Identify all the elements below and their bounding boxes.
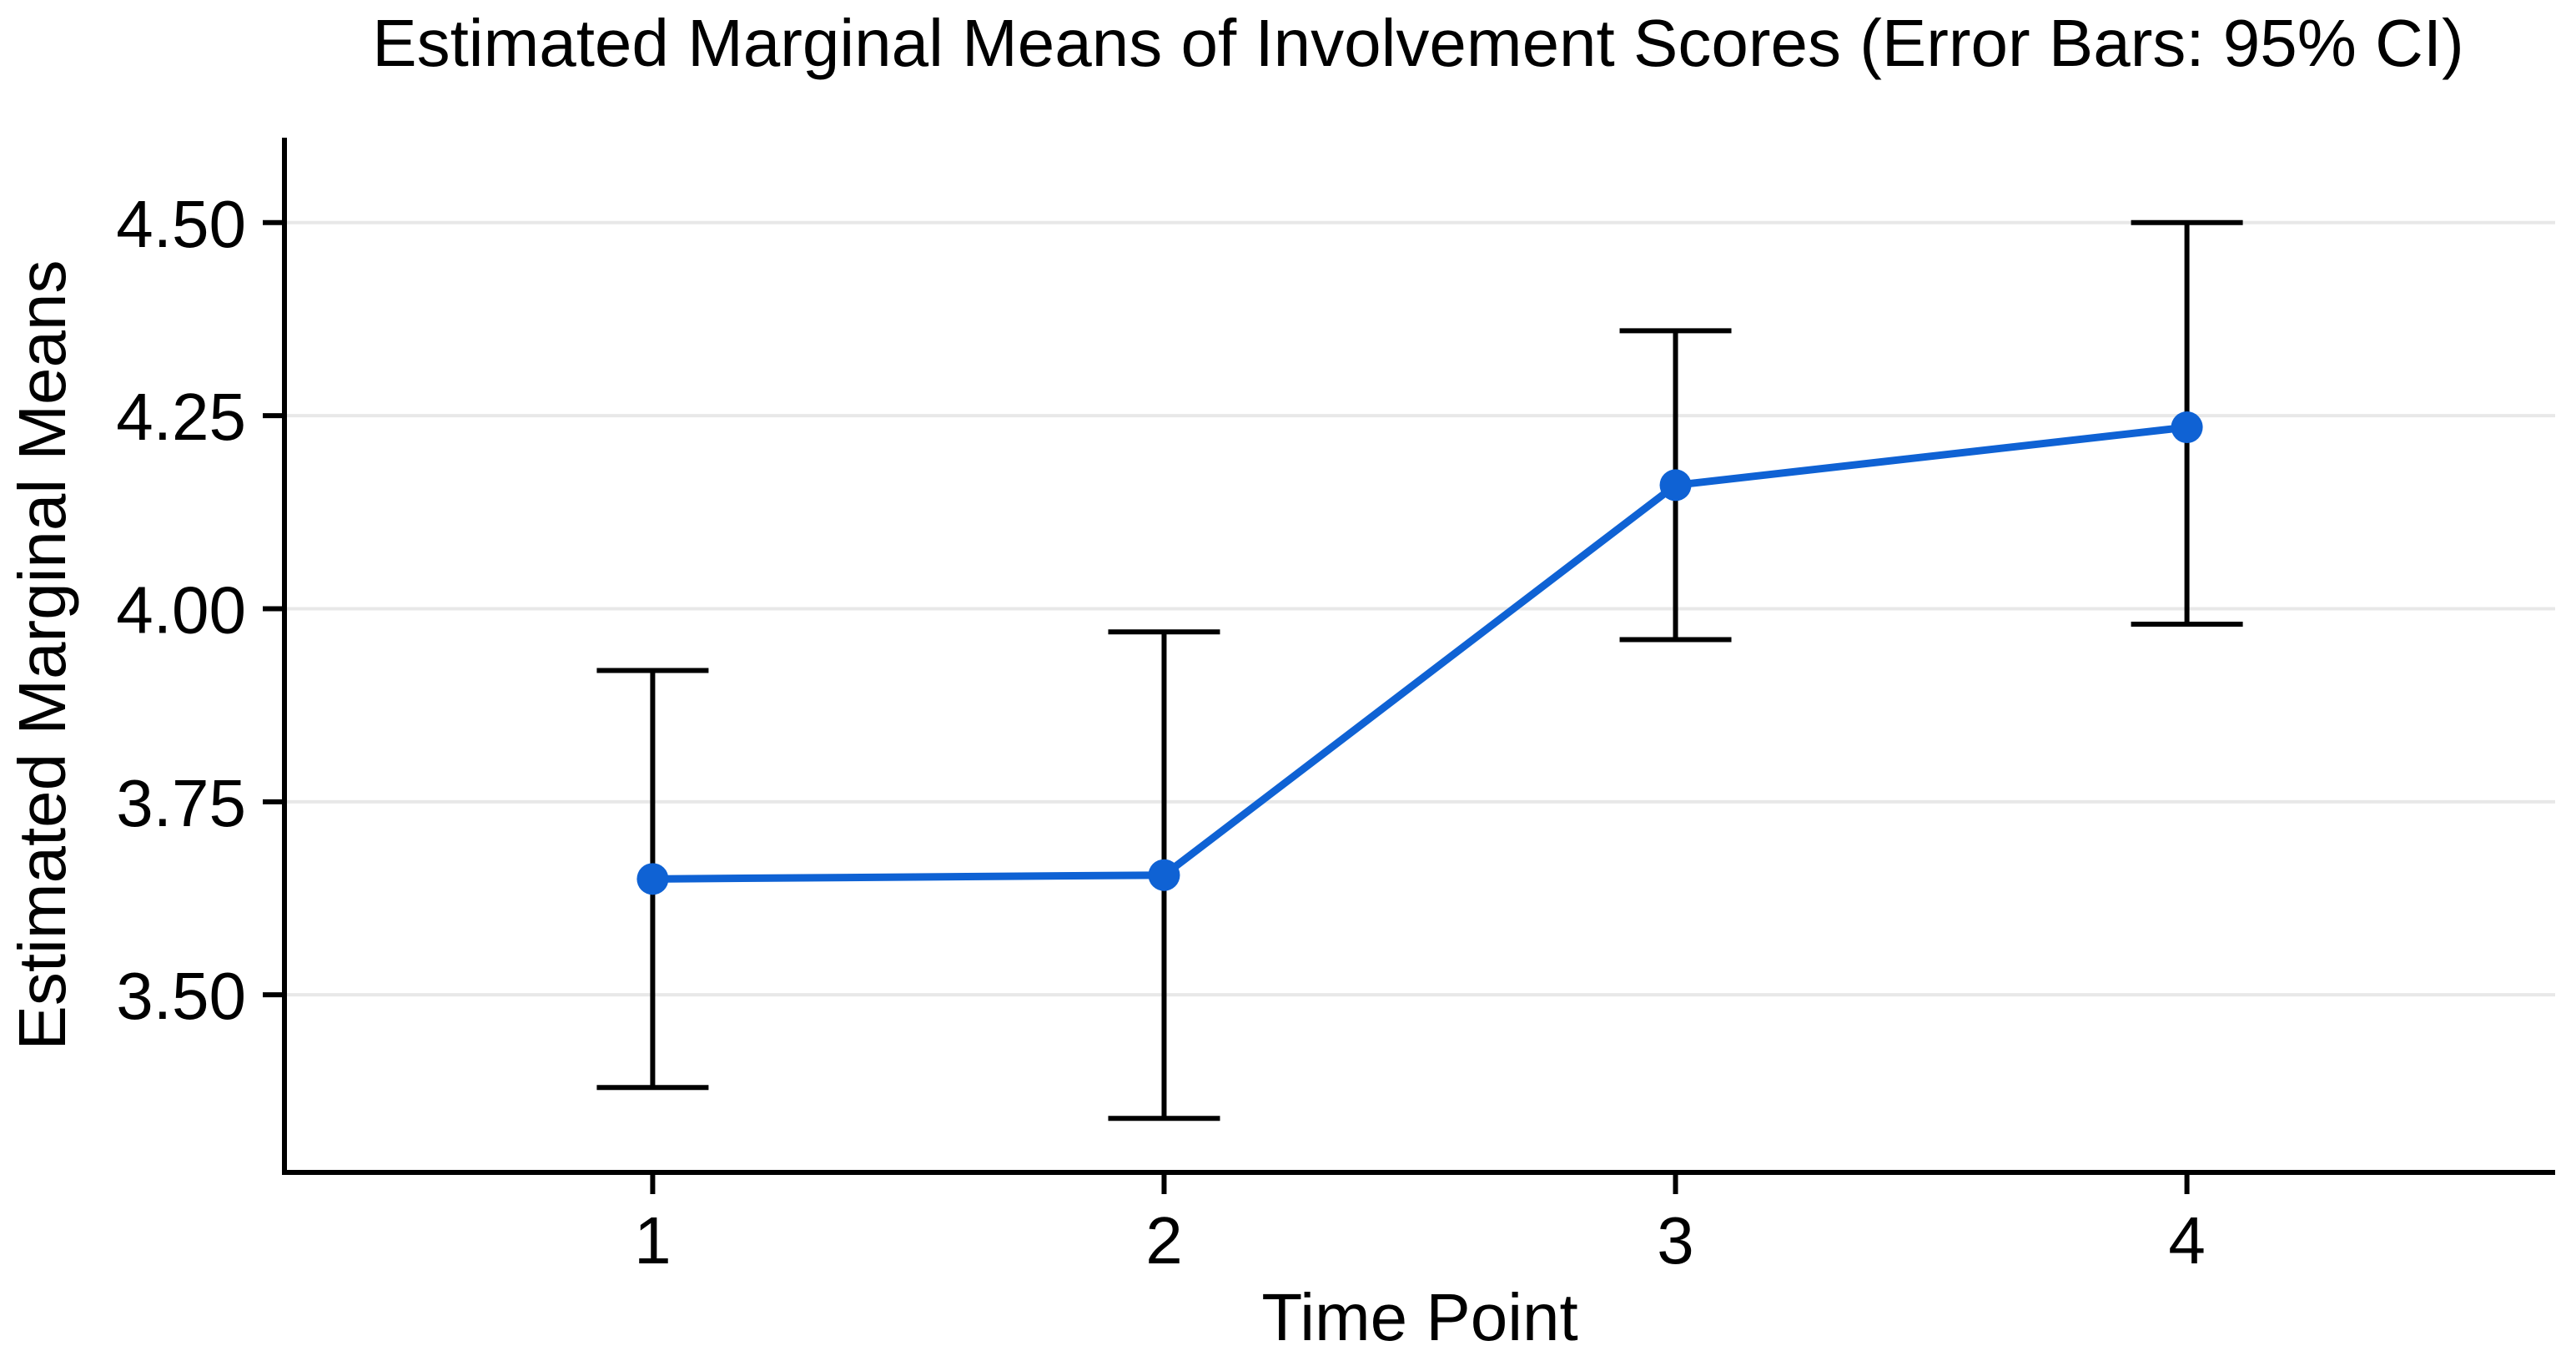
chart-title: Estimated Marginal Means of Involvement … [372,6,2464,80]
x-axis-tick-label: 4 [2168,1203,2206,1278]
series-layer [636,411,2203,895]
x-axis-tick-label: 2 [1145,1203,1183,1278]
data-point-marker [1659,469,1692,502]
series-line [648,423,2191,883]
y-axis-tick-label: 4.00 [116,572,246,647]
data-point-marker [1148,859,1180,891]
data-point-marker [636,863,669,895]
gridlines-layer [284,220,2555,997]
x-axis-title: Time Point [1261,1280,1577,1354]
error-bars-layer [596,219,2243,1122]
tick-labels-layer: 3.50 3.75 4.00 4.25 4.50 1 2 3 4 [116,187,2206,1278]
x-axis-tick-label: 3 [1657,1203,1694,1278]
y-axis-tick-label: 3.75 [116,766,246,840]
y-axis-tick-label: 4.25 [116,380,246,454]
y-axis-tick-label: 4.50 [116,187,246,261]
y-axis-tick-label: 3.50 [116,959,246,1033]
y-axis-title: Estimated Marginal Means [5,260,79,1050]
axes-layer [263,138,2555,1194]
x-axis-tick-label: 1 [634,1203,672,1278]
data-point-marker [2171,411,2203,444]
